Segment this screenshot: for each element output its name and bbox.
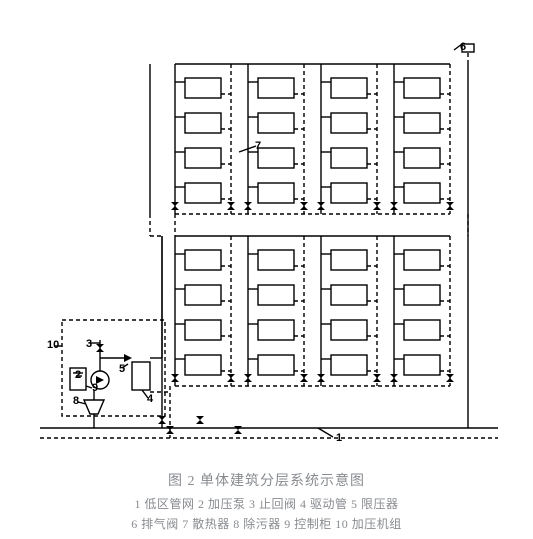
figure-legend-line2: 6 排气阀 7 散热器 8 除污器 9 控制柜 10 加压机组 xyxy=(0,514,533,534)
label-1: 1 xyxy=(336,432,342,444)
label-10: 10 xyxy=(47,339,59,351)
label-9: 9 xyxy=(92,382,98,394)
label-3: 3 xyxy=(86,338,92,350)
piping-svg xyxy=(0,0,533,460)
figure-title: 图 2 单体建筑分层系统示意图 xyxy=(0,470,533,494)
diagram-canvas: 1 2 3 4 5 6 7 8 9 10 图 2 单体建筑分层系统示意图 1 低… xyxy=(0,0,533,539)
label-6: 6 xyxy=(460,41,466,53)
label-8: 8 xyxy=(73,395,79,407)
label-2: 2 xyxy=(75,369,81,381)
label-7: 7 xyxy=(255,140,261,152)
label-5: 5 xyxy=(119,363,125,375)
figure-caption: 图 2 单体建筑分层系统示意图 1 低区管网 2 加压泵 3 止回阀 4 驱动管… xyxy=(0,470,533,535)
figure-legend-line1: 1 低区管网 2 加压泵 3 止回阀 4 驱动管 5 限压器 xyxy=(0,494,533,514)
label-4: 4 xyxy=(147,393,153,405)
